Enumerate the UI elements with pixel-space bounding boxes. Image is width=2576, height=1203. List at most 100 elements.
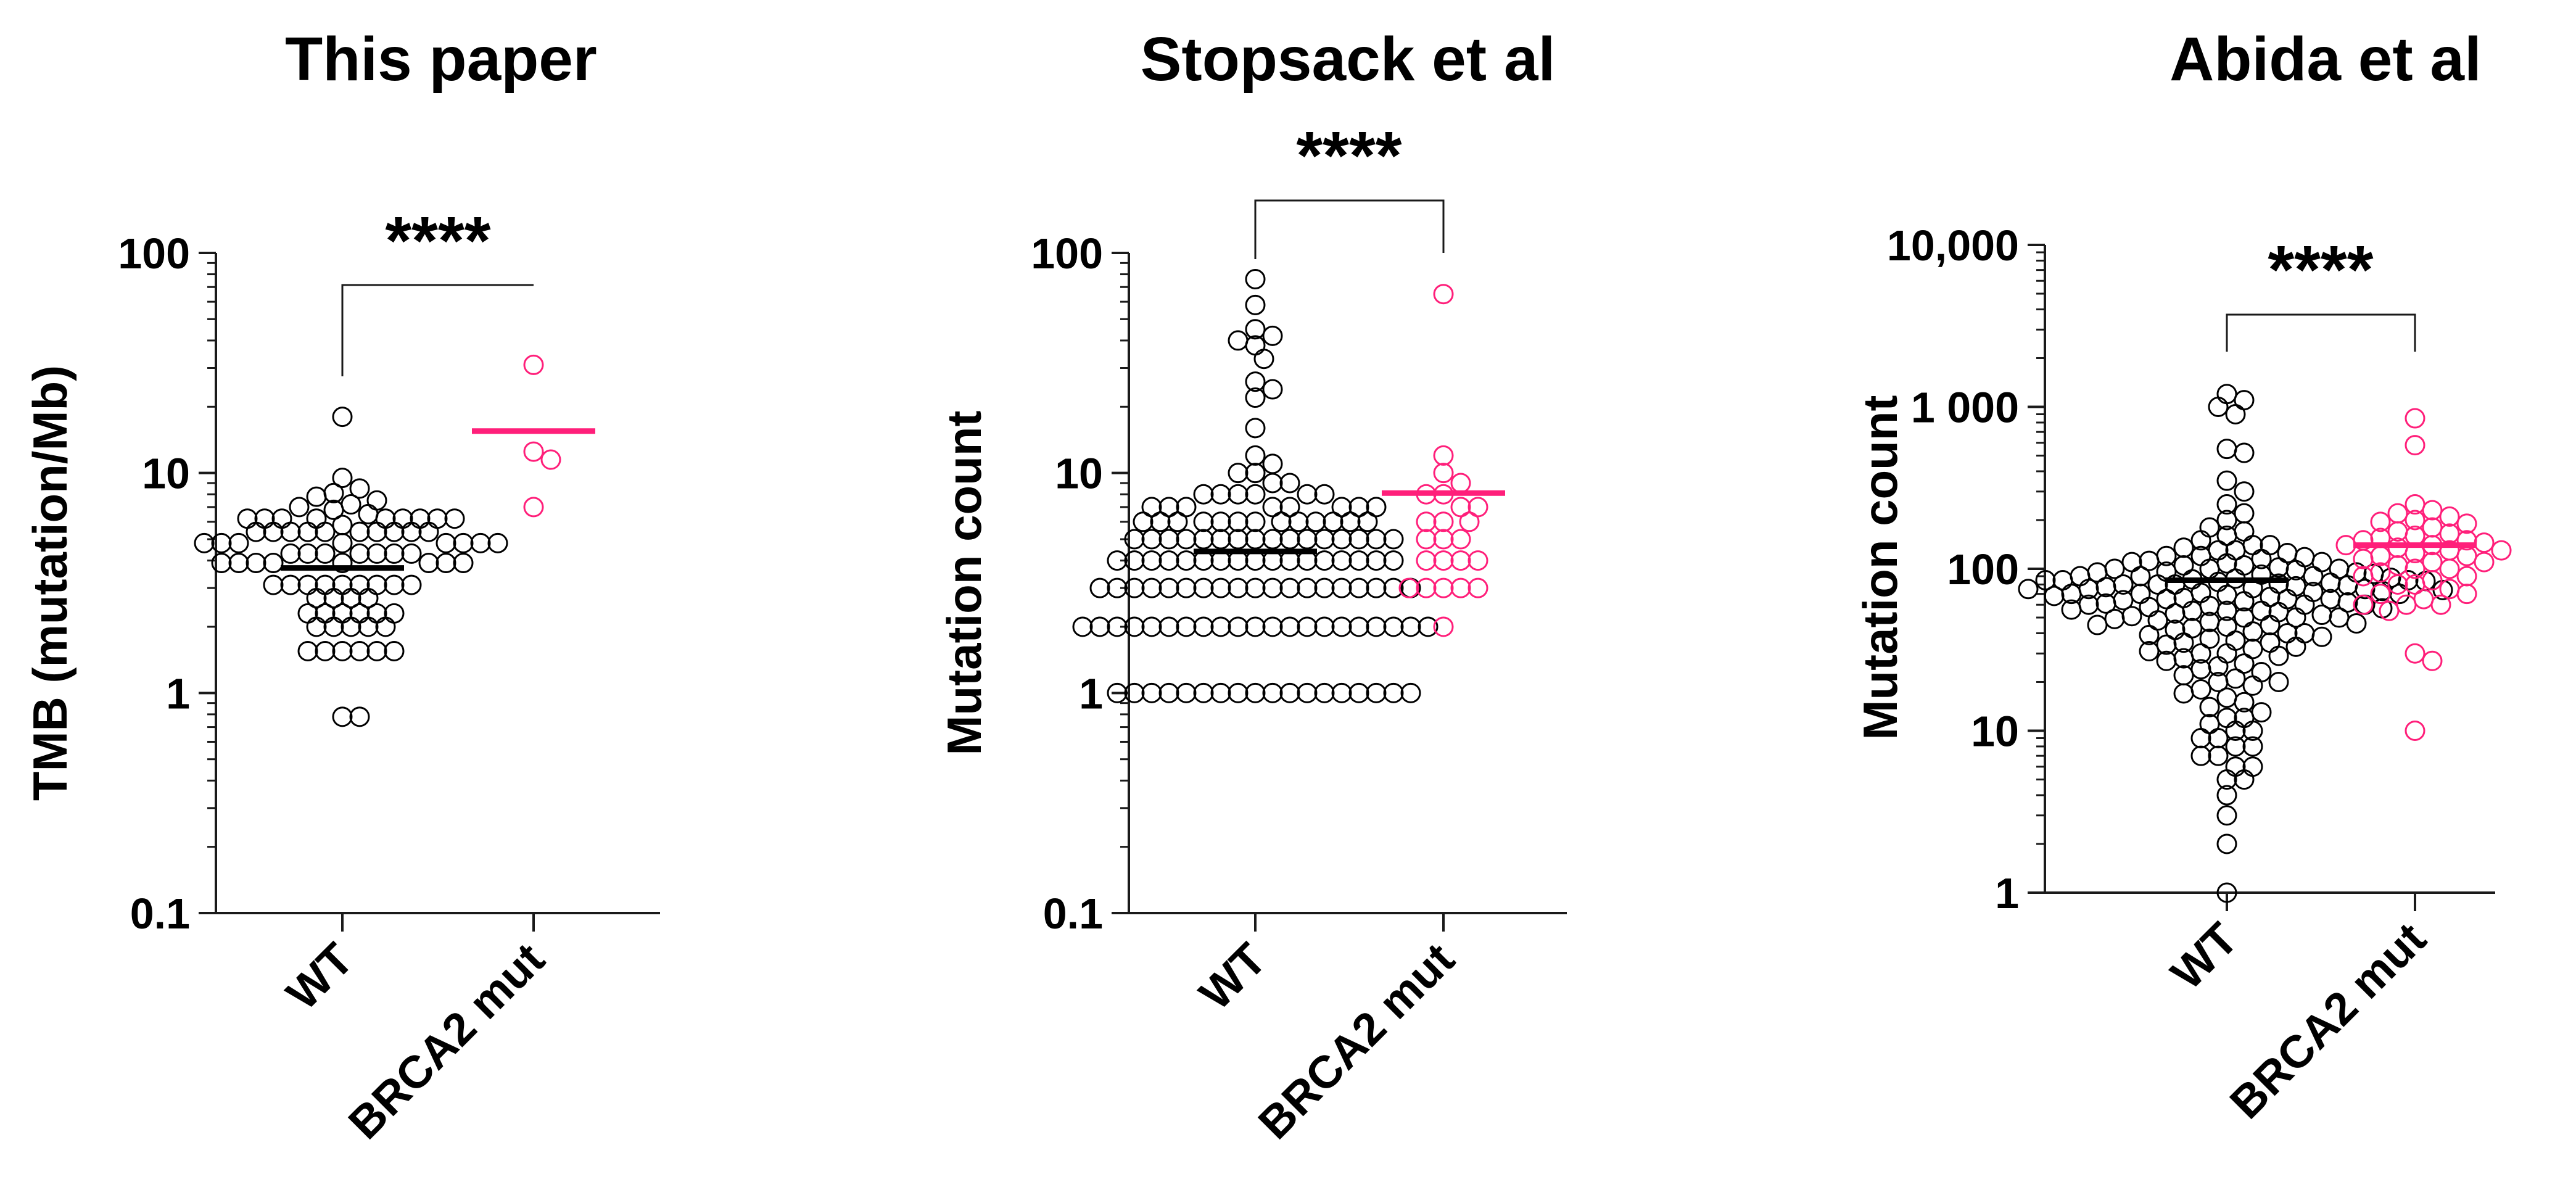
data-point: [2139, 624, 2160, 645]
data-point: [1107, 577, 1128, 598]
data-point: [211, 553, 232, 574]
data-point: [2156, 589, 2177, 610]
data-point: [1210, 577, 1231, 598]
data-point: [2173, 555, 2194, 576]
data-point: [1348, 529, 1369, 550]
data-point: [2130, 566, 2151, 587]
data-point: [2216, 687, 2237, 708]
data-point: [366, 640, 387, 661]
data-point: [2225, 736, 2246, 757]
data-point: [332, 603, 353, 624]
data-point: [1253, 349, 1274, 370]
data-point: [1193, 484, 1214, 505]
data-point: [2260, 632, 2281, 653]
data-point: [1418, 616, 1439, 637]
data-point: [2234, 503, 2255, 524]
data-point: [1228, 682, 1249, 703]
data-point: [2430, 594, 2451, 615]
data-point: [2234, 442, 2255, 463]
data-point: [2439, 523, 2460, 544]
data-point: [1279, 682, 1300, 703]
data-point: [1141, 497, 1162, 518]
data-point: [2405, 558, 2425, 579]
significance-label: ****: [385, 203, 490, 279]
data-point: [375, 508, 396, 529]
data-point: [2268, 671, 2289, 692]
data-point: [487, 532, 508, 553]
data-point: [1323, 511, 1344, 532]
data-point: [2268, 602, 2289, 622]
significance-bracket: [1254, 199, 1445, 259]
data-point: [2182, 600, 2203, 621]
data-point: [2234, 521, 2255, 542]
data-point: [384, 543, 405, 564]
data-point: [332, 574, 353, 595]
data-point: [306, 616, 327, 637]
data-point: [1262, 379, 1283, 400]
data-point: [2165, 603, 2186, 624]
data-point: [2139, 641, 2160, 662]
data-point: [1450, 497, 1471, 518]
data-point: [2061, 584, 2082, 605]
y-tick-label: 0.1: [130, 890, 190, 938]
data-point: [401, 543, 422, 564]
data-point: [392, 508, 413, 529]
data-point: [2234, 769, 2255, 790]
data-point: [332, 468, 353, 489]
data-point: [1383, 577, 1404, 598]
data-point: [2216, 833, 2237, 854]
data-point: [2182, 618, 2203, 639]
data-point: [2208, 671, 2229, 692]
data-point: [2405, 408, 2425, 429]
data-point: [246, 553, 266, 574]
data-point: [2387, 574, 2408, 595]
data-point: [1468, 577, 1488, 598]
data-point: [1245, 577, 1266, 598]
data-point: [2208, 745, 2229, 766]
data-point: [2208, 728, 2229, 749]
data-point: [2353, 548, 2374, 569]
data-point: [2294, 594, 2315, 615]
data-point: [1124, 529, 1145, 550]
data-point: [1262, 453, 1283, 474]
data-point: [211, 532, 232, 553]
data-point: [1228, 511, 1249, 532]
data-point: [1124, 616, 1145, 637]
data-point: [315, 574, 336, 595]
data-point: [436, 553, 456, 574]
data-point: [323, 499, 344, 520]
data-point: [332, 640, 353, 661]
data-point: [2190, 582, 2211, 603]
data-point: [349, 543, 370, 564]
data-point: [2234, 692, 2255, 713]
data-point: [2396, 594, 2417, 615]
data-point: [1245, 319, 1266, 340]
data-point: [2234, 481, 2255, 502]
data-point: [1366, 497, 1387, 518]
data-point: [2329, 607, 2350, 628]
data-point: [2095, 593, 2116, 614]
data-point: [384, 521, 405, 542]
data-point: [1331, 550, 1352, 571]
data-point: [289, 497, 310, 518]
data-point: [1348, 550, 1369, 571]
data-point: [1193, 529, 1214, 550]
data-point: [2216, 439, 2237, 460]
data-point: [2251, 702, 2272, 723]
data-point: [1210, 682, 1231, 703]
data-point: [263, 553, 284, 574]
data-point: [1228, 577, 1249, 598]
data-point: [1348, 577, 1369, 598]
data-point: [1331, 497, 1352, 518]
data-point: [349, 478, 370, 499]
y-tick-label: 100: [1031, 229, 1103, 278]
panel-stopsack: Stopsack et al 0.1 1 10 100 Mutation count WTB…: [937, 25, 1567, 1149]
data-point: [2422, 552, 2443, 573]
data-point: [297, 603, 318, 624]
y-axis-label: Mutation count: [1853, 395, 1907, 740]
data-point: [358, 503, 379, 524]
data-point: [1262, 682, 1283, 703]
data-point: [2121, 606, 2142, 627]
data-point: [2234, 555, 2255, 576]
data-point: [1383, 550, 1404, 571]
